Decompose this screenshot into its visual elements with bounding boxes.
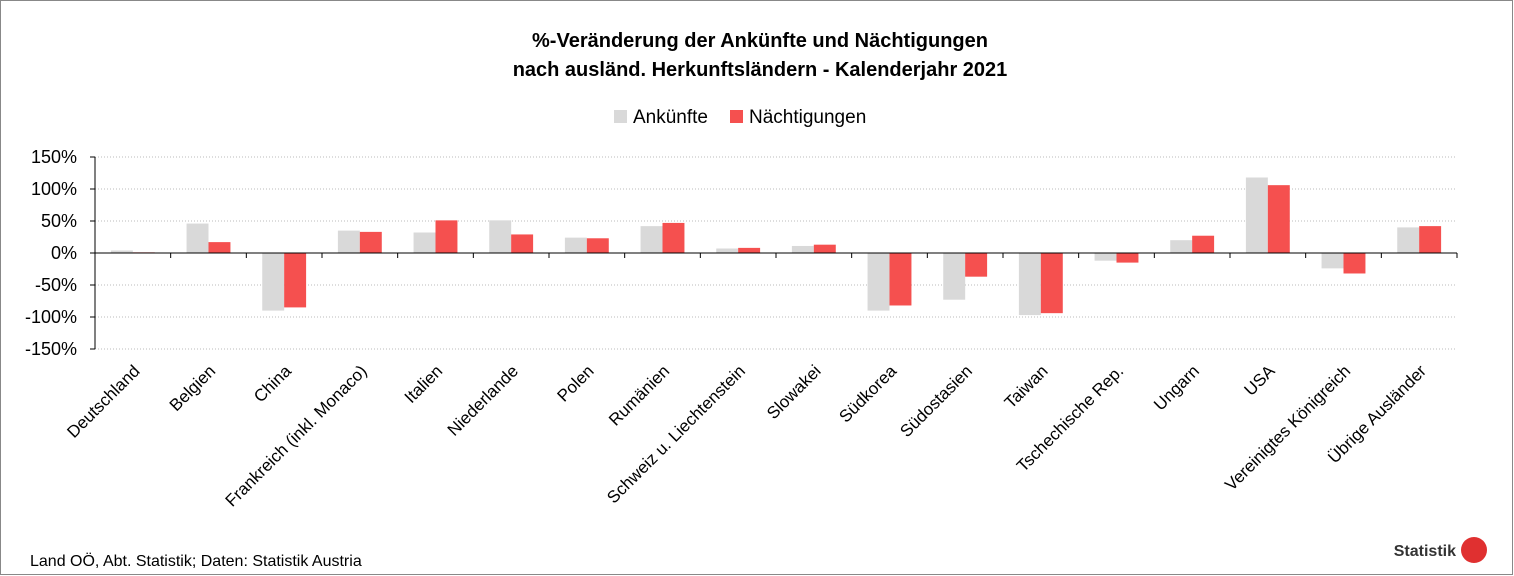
bar [1040, 253, 1063, 314]
bar [1419, 226, 1442, 253]
legend-label: Nächtigungen [749, 107, 866, 128]
bar [1397, 227, 1420, 253]
bar [791, 245, 814, 253]
legend-swatch [730, 110, 743, 123]
bar [1170, 240, 1193, 253]
y-tick-label: -50% [35, 275, 77, 295]
source-note: Land OÖ, Abt. Statistik; Daten: Statisti… [30, 552, 362, 570]
bar [1018, 253, 1041, 316]
bar [186, 223, 209, 253]
bar [262, 253, 285, 311]
bar [943, 253, 966, 300]
y-tick-label: 100% [31, 179, 77, 199]
bar [867, 253, 890, 311]
y-tick-label: 150% [31, 147, 77, 167]
y-tick-label: 0% [51, 243, 77, 263]
bar [1245, 177, 1268, 253]
bar [640, 226, 663, 253]
bar [738, 247, 761, 253]
legend-swatch [614, 110, 627, 123]
logo-text: Statistik [1394, 543, 1456, 560]
bar [511, 234, 534, 253]
chart-title: nach ausländ. Herkunftsländern - Kalende… [513, 59, 1008, 81]
bar [965, 253, 988, 277]
bar [1343, 253, 1366, 274]
chart-title: %-Veränderung der Ankünfte und Nächtigun… [532, 30, 988, 52]
bar [1267, 185, 1290, 253]
bar [110, 250, 133, 253]
bar [284, 253, 307, 308]
bar [586, 238, 609, 253]
bar [889, 253, 912, 306]
bar [1192, 235, 1215, 253]
legend-label: Ankünfte [633, 107, 708, 128]
y-tick-label: 50% [41, 211, 77, 231]
bar [1116, 253, 1139, 263]
logo-icon [1461, 537, 1487, 563]
bar [1321, 253, 1344, 269]
bar [489, 220, 512, 253]
bar [564, 237, 587, 253]
bar [337, 230, 360, 253]
bar [1094, 253, 1117, 261]
bar [662, 222, 685, 253]
bar [359, 231, 382, 253]
bar [716, 248, 739, 253]
bar [208, 242, 231, 253]
bar [413, 232, 436, 253]
bar [435, 220, 458, 253]
y-tick-label: -150% [25, 339, 77, 359]
bar [813, 244, 836, 253]
y-tick-label: -100% [25, 307, 77, 327]
